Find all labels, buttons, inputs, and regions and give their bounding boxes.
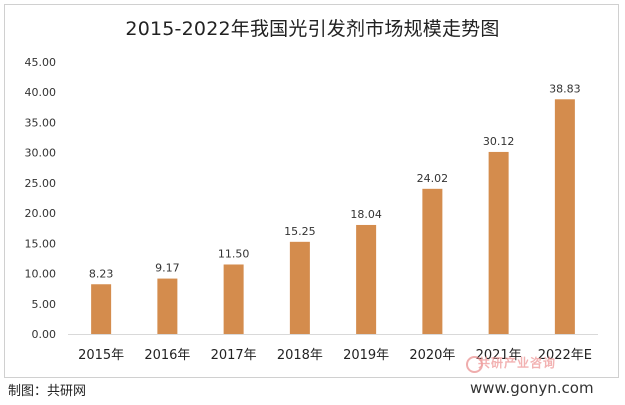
data-label: 8.23 bbox=[89, 267, 114, 280]
x-tick-label: 2017年 bbox=[211, 348, 257, 363]
x-tick-label: 2019年 bbox=[343, 348, 389, 363]
y-tick-label: 40.00 bbox=[25, 86, 57, 99]
data-label: 9.17 bbox=[155, 262, 180, 275]
bar bbox=[356, 225, 376, 334]
y-tick-label: 45.00 bbox=[25, 56, 57, 69]
bar bbox=[422, 189, 442, 334]
y-tick-label: 20.00 bbox=[25, 207, 57, 220]
watermark-text: 共研产业咨询 bbox=[478, 354, 556, 371]
y-tick-label: 25.00 bbox=[25, 177, 57, 190]
y-tick-label: 30.00 bbox=[25, 147, 57, 160]
x-tick-label: 2020年 bbox=[409, 348, 455, 363]
y-tick-label: 10.00 bbox=[25, 268, 57, 281]
data-label: 24.02 bbox=[417, 172, 449, 185]
y-tick-label: 15.00 bbox=[25, 237, 57, 250]
bar bbox=[91, 284, 111, 334]
y-tick-label: 35.00 bbox=[25, 116, 57, 129]
bar bbox=[290, 242, 310, 334]
data-label: 11.50 bbox=[218, 247, 250, 260]
bar bbox=[489, 152, 509, 334]
bar-chart: 0.00 5.00 10.00 15.00 20.00 25.00 30.00 35.00 40… bbox=[0, 0, 625, 405]
bar bbox=[224, 264, 244, 334]
data-label: 18.04 bbox=[350, 208, 382, 221]
data-label: 38.83 bbox=[549, 82, 581, 95]
data-label: 15.25 bbox=[284, 225, 316, 238]
data-label: 30.12 bbox=[483, 135, 515, 148]
bar bbox=[157, 279, 177, 334]
x-tick-label: 2015年 bbox=[78, 348, 124, 363]
source-credit: 制图：共研网 bbox=[8, 380, 86, 399]
bar bbox=[555, 99, 575, 334]
y-tick-label: 5.00 bbox=[32, 298, 57, 311]
x-tick-label: 2018年 bbox=[277, 348, 323, 363]
y-tick-label: 0.00 bbox=[32, 328, 57, 341]
watermark-url: www.gonyn.com bbox=[470, 379, 594, 397]
x-tick-label: 2016年 bbox=[144, 348, 190, 363]
